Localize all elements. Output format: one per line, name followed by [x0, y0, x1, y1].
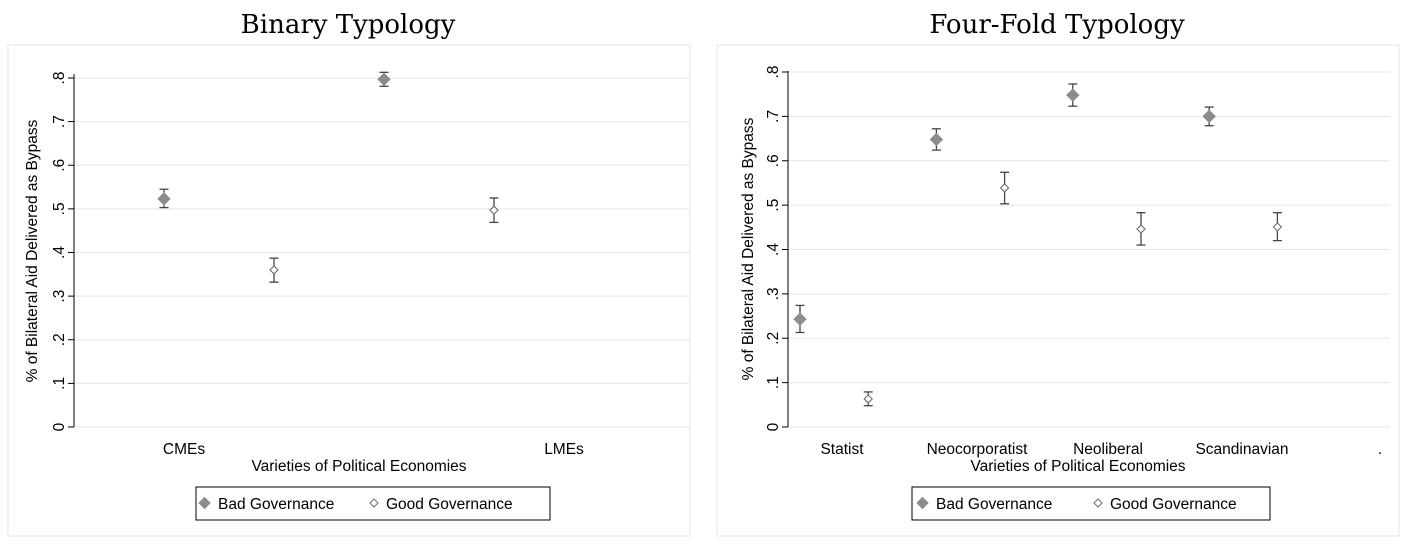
- legend-label-bad: Bad Governance: [936, 496, 1052, 513]
- y-tick-label: .7: [51, 115, 68, 128]
- y-tick-label: .3: [51, 290, 68, 303]
- y-ticks: 0 .1 .2 .3 .4 .5 .6 .7 .8: [765, 66, 788, 431]
- y-ticks: 0 .1 .2 .3 .4 .5 .6 .7 .8: [51, 72, 74, 431]
- legend: Bad Governance Good Governance: [195, 486, 551, 521]
- chart-title: Four-Fold Typology: [929, 10, 1185, 40]
- bad-governance-point: [157, 188, 171, 209]
- marker-filled-diamond: [793, 312, 807, 326]
- legend-marker-good: [1093, 498, 1103, 508]
- legend-label-good: Good Governance: [1110, 496, 1237, 513]
- legend: Bad Governance Good Governance: [911, 486, 1271, 521]
- y-tick-label: .2: [765, 332, 782, 345]
- x-category-label: Neocorporatist: [927, 441, 1028, 458]
- y-tick-label: .4: [51, 246, 68, 259]
- marker-hollow-diamond: [1272, 222, 1283, 232]
- y-tick-label: .8: [765, 66, 782, 79]
- y-tick-label: .6: [51, 159, 68, 172]
- y-tick-label: .5: [765, 199, 782, 212]
- marker-filled-diamond: [377, 72, 391, 87]
- marker-hollow-diamond: [269, 265, 279, 275]
- marker-hollow-diamond: [863, 394, 873, 404]
- x-category-label: Statist: [820, 441, 864, 458]
- y-tick-label: .7: [765, 110, 782, 123]
- data-marks: [793, 83, 1283, 407]
- marker-filled-diamond: [929, 132, 944, 147]
- x-axis-title: Varieties of Political Economies: [251, 458, 466, 475]
- y-tick-label: .8: [51, 72, 68, 85]
- y-tick-label: .3: [765, 287, 782, 300]
- good-governance-point: [1136, 212, 1146, 246]
- x-category-label: CMEs: [163, 441, 205, 458]
- x-category-labels: Statist Neocorporatist Neoliberal Scandinav…: [820, 441, 1382, 458]
- bad-governance-point: [793, 304, 807, 334]
- marker-hollow-diamond: [999, 183, 1010, 193]
- four-fold-typology-panel: Four-Fold Typology 0 .1 .2 .3 .4 .5 .6 .7 .8 % o…: [716, 10, 1400, 537]
- marker-filled-diamond: [1202, 109, 1216, 124]
- y-axis-title: % of Bilateral Aid Delivered as Bypass: [24, 119, 41, 382]
- x-category-labels: CMEs LMEs: [163, 441, 584, 458]
- x-category-label: .: [1378, 441, 1382, 458]
- y-axis-title: % of Bilateral Aid Delivered as Bypass: [740, 117, 757, 380]
- legend-marker-bad: [916, 496, 929, 510]
- legend-marker-good: [369, 498, 379, 508]
- y-tick-label: .5: [51, 202, 68, 215]
- gridlines: [74, 77, 690, 428]
- x-category-label: Neoliberal: [1073, 441, 1143, 458]
- marker-hollow-diamond: [1136, 224, 1146, 234]
- y-tick-label: .1: [765, 376, 782, 389]
- x-axis-title: Varieties of Political Economies: [970, 458, 1185, 475]
- y-tick-label: .4: [765, 243, 782, 256]
- legend-box: [911, 486, 1271, 521]
- plot-frame: [716, 44, 1400, 537]
- data-marks: [157, 71, 499, 283]
- y-tick-label: .1: [51, 377, 68, 390]
- bad-governance-point: [1066, 83, 1080, 107]
- marker-hollow-diamond: [489, 205, 499, 215]
- legend-marker-bad: [198, 496, 211, 510]
- plot-frame: [7, 44, 691, 537]
- y-tick-label: 0: [51, 422, 68, 431]
- bad-governance-point: [1202, 106, 1216, 127]
- marker-filled-diamond: [157, 192, 171, 206]
- good-governance-point: [1272, 212, 1283, 242]
- x-category-label: LMEs: [544, 441, 584, 458]
- y-tick-label: .6: [765, 154, 782, 167]
- binary-typology-panel: Binary Typology 0 .1 .2 .3 .4 .5 .6 .7 .8 % of B…: [7, 10, 691, 537]
- gridlines: [788, 71, 1390, 428]
- good-governance-point: [863, 391, 873, 407]
- marker-filled-diamond: [1066, 88, 1080, 102]
- chart-title: Binary Typology: [241, 10, 456, 40]
- good-governance-point: [489, 197, 499, 224]
- good-governance-point: [999, 171, 1010, 205]
- y-tick-label: 0: [765, 422, 782, 431]
- bad-governance-point: [377, 71, 391, 87]
- bad-governance-point: [929, 128, 944, 151]
- good-governance-point: [269, 257, 279, 283]
- legend-label-bad: Bad Governance: [218, 496, 334, 513]
- legend-label-good: Good Governance: [386, 496, 513, 513]
- x-category-label: Scandinavian: [1195, 441, 1288, 458]
- y-tick-label: .2: [51, 333, 68, 346]
